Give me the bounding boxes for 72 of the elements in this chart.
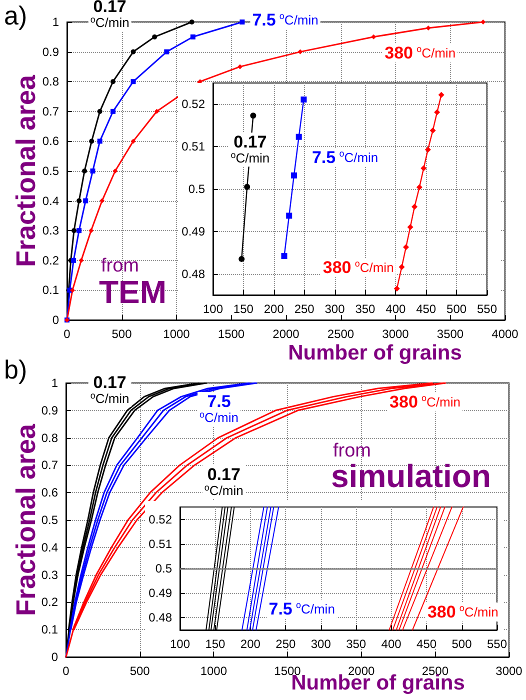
y-tick-label: 0.5 (155, 562, 172, 576)
y-tick-label: 0.7 (42, 104, 60, 118)
x-tick-label: 3000 (496, 664, 523, 678)
x-tick-label: 2500 (327, 327, 354, 341)
x-tick-label: 200 (240, 637, 261, 651)
y-tick-label: 0 (51, 650, 58, 664)
y-tick-label: 0.2 (41, 595, 58, 610)
x-tick-label: 550 (476, 302, 498, 316)
x-tick-label: 1000 (200, 664, 228, 678)
y-tick-label: 0.1 (41, 622, 58, 637)
x-tick-label: 4000 (492, 327, 519, 341)
x-tick-label: 3500 (436, 327, 464, 341)
y-tick-label: 0.5 (188, 182, 206, 196)
x-tick-label: 250 (294, 302, 315, 316)
y-tick-label: 0.5 (41, 513, 58, 527)
y-tick-label: 0.4 (41, 540, 58, 554)
x-tick-label: 300 (324, 302, 346, 316)
x-tick-label: 250 (276, 637, 296, 651)
x-tick-label: 500 (452, 637, 472, 651)
x-tick-label: 0 (62, 664, 70, 678)
y-tick-label: 1 (51, 376, 58, 390)
y-axis-title: Fractional area (11, 422, 41, 616)
x-tick-label: 350 (346, 637, 366, 651)
y-tick-label: 0.49 (182, 224, 206, 238)
y-tick-label: 0.52 (182, 97, 206, 112)
y-tick-label: 0.48 (148, 610, 172, 625)
y-tick-label: 0.6 (42, 134, 60, 148)
x-tick-label: 150 (233, 302, 254, 316)
text: a) (4, 0, 28, 30)
x-tick-label: 150 (205, 637, 226, 651)
y-tick-label: 0.4 (42, 194, 60, 208)
x-tick-label: 2500 (422, 664, 449, 678)
y-tick-label: 0 (52, 313, 60, 327)
y-tick-label: 0.51 (182, 140, 206, 154)
x-tick-label: 1000 (163, 327, 190, 341)
x-tick-label: 100 (170, 637, 190, 651)
x-tick-label: 500 (446, 302, 467, 316)
y-tick-label: 0.3 (42, 224, 60, 238)
y-tick-label: 0.9 (41, 403, 58, 418)
x-tick-label: 350 (355, 302, 376, 316)
y-tick-label: 0.7 (41, 458, 58, 472)
x-tick-label: 450 (416, 302, 436, 316)
x-tick-label: 400 (386, 302, 406, 316)
x-tick-label: 500 (130, 664, 150, 678)
x-tick-label: 0 (64, 327, 71, 341)
y-tick-label: 0.51 (148, 536, 172, 551)
y-tick-label: 0.5 (42, 164, 60, 178)
x-tick-label: 500 (112, 327, 132, 341)
x-tick-label: 2000 (348, 664, 376, 678)
y-tick-label: 0.9 (42, 44, 60, 59)
x-tick-label: 1500 (218, 327, 245, 341)
x-tick-label: 3000 (382, 327, 410, 341)
text: b) (4, 354, 28, 384)
y-axis-title: Fractional area (11, 74, 41, 268)
y-tick-label: 1 (52, 15, 60, 29)
y-tick-label: 0.48 (182, 266, 206, 281)
x-tick-label: 2000 (272, 327, 300, 341)
x-tick-label: 300 (310, 637, 332, 651)
y-tick-label: 0.2 (42, 253, 60, 268)
y-tick-label: 0.52 (148, 512, 172, 526)
y-tick-label: 0.6 (41, 486, 58, 500)
y-tick-label: 0.1 (42, 283, 60, 298)
y-tick-label: 0.49 (148, 586, 172, 600)
x-tick-label: 450 (416, 637, 437, 651)
y-tick-label: 0.8 (42, 74, 60, 89)
x-tick-label: 550 (486, 637, 508, 651)
x-tick-label: 100 (202, 302, 224, 316)
x-tick-label: 400 (381, 637, 402, 651)
y-tick-label: 0.8 (41, 430, 58, 445)
x-tick-label: 200 (264, 302, 284, 316)
x-axis-title: Number of grains (288, 342, 462, 364)
y-tick-label: 0.3 (41, 568, 58, 582)
